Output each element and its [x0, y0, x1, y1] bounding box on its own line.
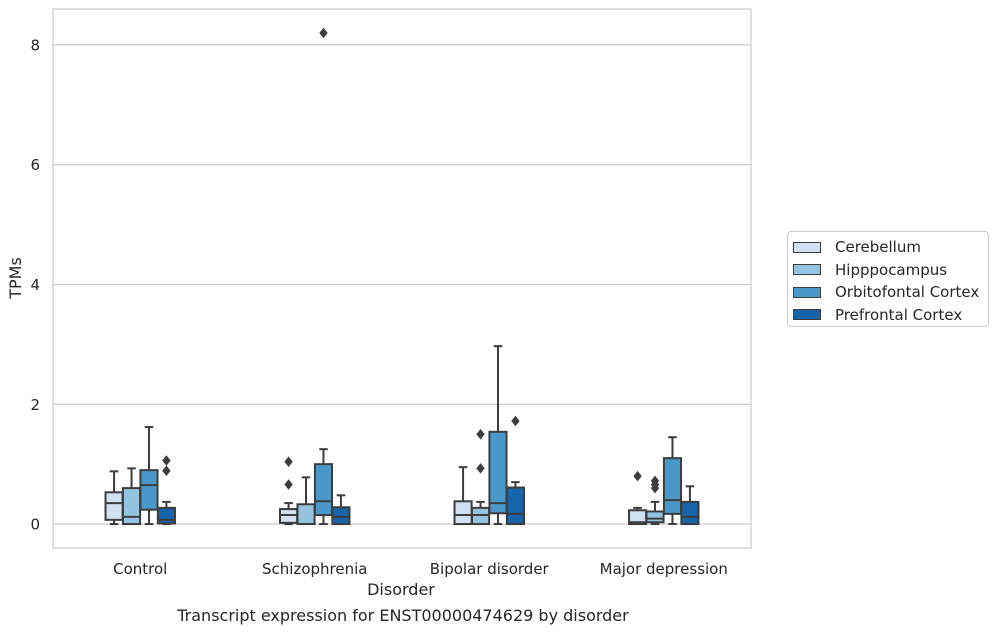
y-axis-label: TPMs: [6, 257, 25, 300]
legend-swatch-orbitofrontal-cortex: [793, 286, 821, 298]
box-schizophrenia-hipppocampus-body: [296, 503, 316, 526]
box-bipolar-disorder-orbitofontal-cortex: [488, 345, 508, 526]
box-schizophrenia-cerebellum: [279, 456, 299, 526]
grid-lines: [53, 44, 751, 525]
box-major-depression-hipppocampus: [645, 475, 665, 526]
plot-frame: [52, 8, 752, 549]
box-major-depression-hipppocampus-body: [645, 510, 665, 524]
box-control-orbitofontal-cortex: [139, 426, 159, 526]
legend-label-prefrontal-cortex: Prefrontal Cortex: [835, 305, 963, 324]
boxes: [104, 27, 700, 526]
box-bipolar-disorder-prefrontal-cortex-body: [505, 486, 525, 526]
legend-label-hippocampus: Hipppocampus: [835, 260, 948, 279]
box-major-depression-prefrontal-cortex: [680, 485, 700, 526]
box-control-prefrontal-cortex-outlier-1: [162, 455, 171, 466]
box-schizophrenia-prefrontal-cortex-body: [331, 506, 351, 526]
box-schizophrenia-orbitofontal-cortex-body: [313, 463, 334, 517]
y-axis-ticks: 0 2 4 6 8: [30, 36, 40, 533]
x-axis-ticks: Control Schizophrenia Bipolar disorder Majo…: [113, 560, 728, 578]
legend-item-orbitofrontal-cortex: Orbitofontal Cortex: [793, 281, 988, 304]
x-tick-label-control: Control: [113, 560, 167, 578]
box-schizophrenia-cerebellum-outlier-1: [284, 456, 293, 468]
y-tick-label-4: 4: [30, 276, 40, 294]
box-bipolar-disorder-hipppocampus-outlier-0: [476, 463, 485, 474]
box-control-orbitofontal-cortex-body: [139, 469, 159, 511]
legend-item-cerebellum: Cerebellum: [793, 236, 988, 259]
box-major-depression-cerebellum-outlier-0: [633, 470, 642, 482]
box-control-prefrontal-cortex: [156, 455, 176, 526]
legend-swatch-cerebellum: [793, 241, 821, 253]
legend-swatch-hippocampus: [793, 264, 821, 276]
box-schizophrenia-cerebellum-outlier-0: [284, 479, 293, 490]
legend-label-orbitofrontal-cortex: Orbitofontal Cortex: [835, 283, 980, 302]
box-control-cerebellum-body: [104, 491, 124, 521]
box-schizophrenia-prefrontal-cortex: [331, 494, 351, 526]
box-control-hipppocampus: [121, 467, 142, 526]
box-major-depression-orbitofontal-cortex: [662, 436, 683, 526]
box-bipolar-disorder-orbitofontal-cortex-body: [488, 430, 508, 515]
box-major-depression-cerebellum: [628, 470, 648, 526]
x-axis-label: Disorder: [367, 580, 435, 599]
box-major-depression-prefrontal-cortex-body: [680, 500, 700, 526]
legend-item-hippocampus: Hipppocampus: [793, 259, 988, 282]
box-schizophrenia-orbitofontal-cortex: [313, 27, 334, 526]
legend: Cerebellum Hipppocampus Orbitofontal Cor…: [787, 231, 989, 327]
y-tick-label-0: 0: [30, 516, 40, 534]
box-bipolar-disorder-hipppocampus-outlier-1: [476, 428, 485, 440]
legend-swatch-prefrontal-cortex: [793, 309, 821, 321]
box-bipolar-disorder-cerebellum: [453, 466, 473, 526]
box-control-prefrontal-cortex-body: [156, 506, 176, 525]
y-tick-label-8: 8: [30, 36, 40, 54]
box-control-hipppocampus-body: [121, 487, 142, 526]
box-major-depression-hipppocampus-outlier-2: [650, 475, 660, 487]
box-bipolar-disorder-cerebellum-body: [453, 500, 473, 526]
box-control-cerebellum: [104, 470, 124, 526]
box-bipolar-disorder-prefrontal-cortex: [505, 415, 525, 526]
box-schizophrenia-hipppocampus: [296, 476, 316, 526]
x-tick-label-schizophrenia: Schizophrenia: [262, 560, 367, 578]
box-schizophrenia-orbitofontal-cortex-outlier-0: [319, 27, 328, 39]
box-control-prefrontal-cortex-outlier-0: [162, 465, 171, 476]
x-tick-label-major-depression: Major depression: [600, 560, 728, 578]
box-bipolar-disorder-prefrontal-cortex-outlier-0: [511, 415, 520, 427]
box-major-depression-orbitofontal-cortex-body: [662, 457, 683, 515]
y-tick-label-6: 6: [30, 156, 40, 174]
legend-item-prefrontal-cortex: Prefrontal Cortex: [793, 304, 988, 327]
y-tick-label-2: 2: [30, 396, 40, 414]
chart-caption: Transcript expression for ENST0000047462…: [177, 606, 629, 625]
box-bipolar-disorder-hipppocampus: [470, 428, 491, 526]
legend-label-cerebellum: Cerebellum: [835, 238, 921, 257]
x-tick-label-bipolar-disorder: Bipolar disorder: [430, 560, 550, 578]
